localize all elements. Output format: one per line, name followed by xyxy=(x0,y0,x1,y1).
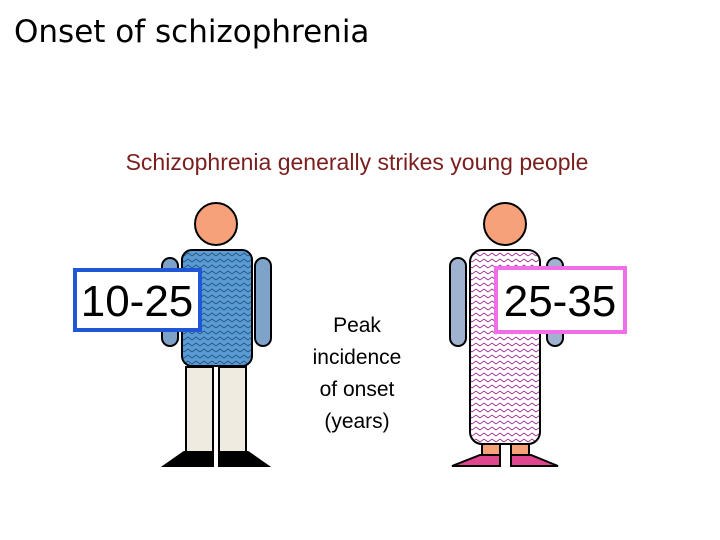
male-figure xyxy=(160,202,272,467)
center-text-line: (years) xyxy=(324,410,389,433)
male-label-box xyxy=(73,268,202,332)
center-text: Peak incidence of onset (years) xyxy=(313,314,402,433)
male-label: 10-25 xyxy=(81,277,194,326)
female-label: 25-35 xyxy=(504,277,617,326)
center-text-line: Peak xyxy=(333,314,381,337)
subtitle: Schizophrenia generally strikes young pe… xyxy=(126,149,589,175)
female-label-box xyxy=(494,266,627,334)
title: Onset of schizophrenia xyxy=(14,14,369,50)
center-text-line: incidence xyxy=(313,346,402,369)
center-text-line: of onset xyxy=(320,378,395,401)
